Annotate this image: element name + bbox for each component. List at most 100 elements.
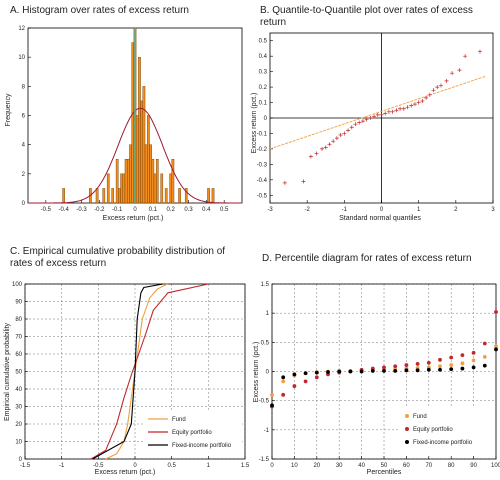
- percentile-point-equity-portfolio: [303, 379, 308, 384]
- percentile-point-fixed-income-portfolio: [303, 371, 308, 376]
- qq-point: [327, 142, 332, 147]
- percentile-point-equity-portfolio: [449, 355, 454, 360]
- panel-b-ytick-label: 0.4: [259, 54, 268, 60]
- panel-a-xtick-label: 0.5: [220, 207, 229, 213]
- panel-b-ytick-label: -0.1: [257, 131, 268, 137]
- qq-point: [457, 68, 462, 73]
- panel-a-xtick-label: 0.4: [202, 207, 211, 213]
- qq-point: [349, 125, 354, 130]
- panel-d-xlabel: Percentiles: [367, 469, 402, 476]
- panel-b-ytick-label: 0.3: [259, 70, 268, 76]
- panel-b-xtick-label: 1: [417, 207, 421, 213]
- panel-b-xtick-label: 3: [491, 207, 495, 213]
- panel-c-legend: Fund Equity portfolio Fixed-income portfol…: [145, 411, 242, 455]
- histogram-bar: [160, 173, 164, 204]
- qq-point: [308, 154, 313, 159]
- histogram-bar: [149, 144, 152, 204]
- histogram-bar: [171, 159, 175, 204]
- panel-b-xtick-label: 0: [380, 207, 384, 213]
- panel-c-xtick-label: 1: [207, 463, 211, 469]
- percentile-point-fixed-income-portfolio: [460, 366, 465, 371]
- qq-point: [435, 85, 440, 90]
- panel-d-legend-label: Equity portfolio: [413, 427, 453, 433]
- panel-c-ytick-label: 100: [12, 282, 23, 288]
- panel-b-ylabel: Excess return (pct.): [251, 93, 258, 154]
- panel-a-xtick-label: 0.1: [149, 207, 158, 213]
- panel-c-ytick-label: 80: [15, 317, 22, 323]
- percentile-point-fund: [270, 392, 274, 397]
- panel-a-xtick-label: -0.4: [58, 207, 69, 213]
- panel-c-ytick-label: 60: [15, 352, 22, 358]
- panel-c-ytick-label: 70: [15, 335, 22, 341]
- panel-d-ytick-label: -1.5: [259, 457, 270, 463]
- qq-point: [412, 102, 417, 107]
- qq-point: [444, 78, 449, 83]
- panel-d-percentile: D. Percentile diagram for rates of exces…: [253, 253, 500, 476]
- histogram-bar: [144, 144, 148, 204]
- percentile-point-equity-portfolio: [393, 364, 398, 369]
- percentile-point-fixed-income-portfolio: [281, 375, 286, 380]
- panel-d-legend-marker: [405, 440, 409, 444]
- percentile-point-equity-portfolio: [314, 375, 319, 380]
- histogram-bar: [120, 173, 123, 204]
- panel-c-xtick-label: -0.5: [93, 463, 104, 469]
- qq-point: [379, 112, 384, 117]
- percentile-point-fixed-income-portfolio: [494, 347, 498, 352]
- histogram-bar: [62, 188, 65, 204]
- panel-c-xtick-label: 0: [133, 463, 137, 469]
- panel-c-legend-label: Fixed-income portfolio: [172, 443, 232, 449]
- panel-a-xtick-label: -0.5: [41, 207, 52, 213]
- qq-point: [427, 92, 432, 97]
- qq-point: [364, 117, 369, 122]
- qq-point: [323, 145, 328, 150]
- qq-point: [477, 49, 482, 54]
- percentile-point-fund: [449, 363, 454, 367]
- percentile-point-fund: [281, 379, 286, 384]
- qq-point: [405, 105, 410, 110]
- panel-d-legend-label: Fund: [413, 414, 427, 420]
- panel-a-xtick-label: 0.2: [166, 207, 175, 213]
- qq-point: [450, 71, 455, 76]
- panel-a-ytick-label: 8: [22, 84, 26, 90]
- percentile-point-fund: [438, 364, 442, 369]
- percentile-point-equity-portfolio: [494, 310, 498, 314]
- panel-a-ytick-label: 10: [18, 55, 25, 61]
- qq-point: [353, 122, 358, 127]
- panel-b-xtick-label: 2: [454, 207, 458, 213]
- qq-point: [320, 146, 325, 151]
- panel-a-histogram: A. Histogram over rates of excess return…: [5, 5, 243, 222]
- qq-point: [383, 111, 388, 116]
- histogram-bar: [135, 115, 139, 204]
- qq-point: [338, 133, 343, 137]
- panel-b-ytick-label: -0.5: [257, 193, 268, 199]
- qq-point: [394, 108, 399, 113]
- panel-b-ytick-label: -0.4: [257, 178, 268, 184]
- qq-point: [372, 114, 377, 119]
- panel-c-legend-box: [145, 411, 242, 455]
- panel-d-xtick-label: 80: [448, 463, 455, 469]
- percentile-point-fixed-income-portfolio: [482, 363, 487, 368]
- panel-a-ytick-label: 4: [22, 143, 26, 149]
- panel-a-xtick-label: -0.2: [94, 207, 105, 213]
- percentile-point-fixed-income-portfolio: [337, 369, 342, 374]
- panel-b-xlabel: Standard normal quantiles: [339, 215, 421, 222]
- panel-a-xtick-label: 0.3: [184, 207, 193, 213]
- histogram-bar: [178, 188, 181, 204]
- panel-a-xtick-label: 0: [133, 207, 137, 213]
- panel-a-ytick-label: 6: [22, 114, 26, 120]
- panel-b-xtick-label: -1: [342, 207, 348, 213]
- panel-d-legend: Fund Equity portfolio Fixed-income portfol…: [400, 408, 495, 455]
- panel-d-ytick-label: 1.5: [261, 282, 270, 288]
- percentile-point-fixed-income-portfolio: [314, 370, 319, 375]
- percentile-point-equity-portfolio: [460, 353, 465, 358]
- qq-point: [398, 106, 403, 111]
- panel-d-ytick-label: 0: [266, 370, 270, 376]
- percentile-point-fixed-income-portfolio: [348, 369, 353, 374]
- qq-point: [342, 131, 347, 136]
- qq-point: [357, 120, 362, 125]
- panel-b-qq-plot: B. Quantile-to-Quantile plot over rates …: [251, 5, 495, 222]
- panel-c-ytick-label: 50: [15, 370, 22, 376]
- percentile-point-equity-portfolio: [482, 341, 487, 346]
- histogram-bar: [118, 188, 121, 204]
- panel-a-xtick-label: -0.1: [112, 207, 123, 213]
